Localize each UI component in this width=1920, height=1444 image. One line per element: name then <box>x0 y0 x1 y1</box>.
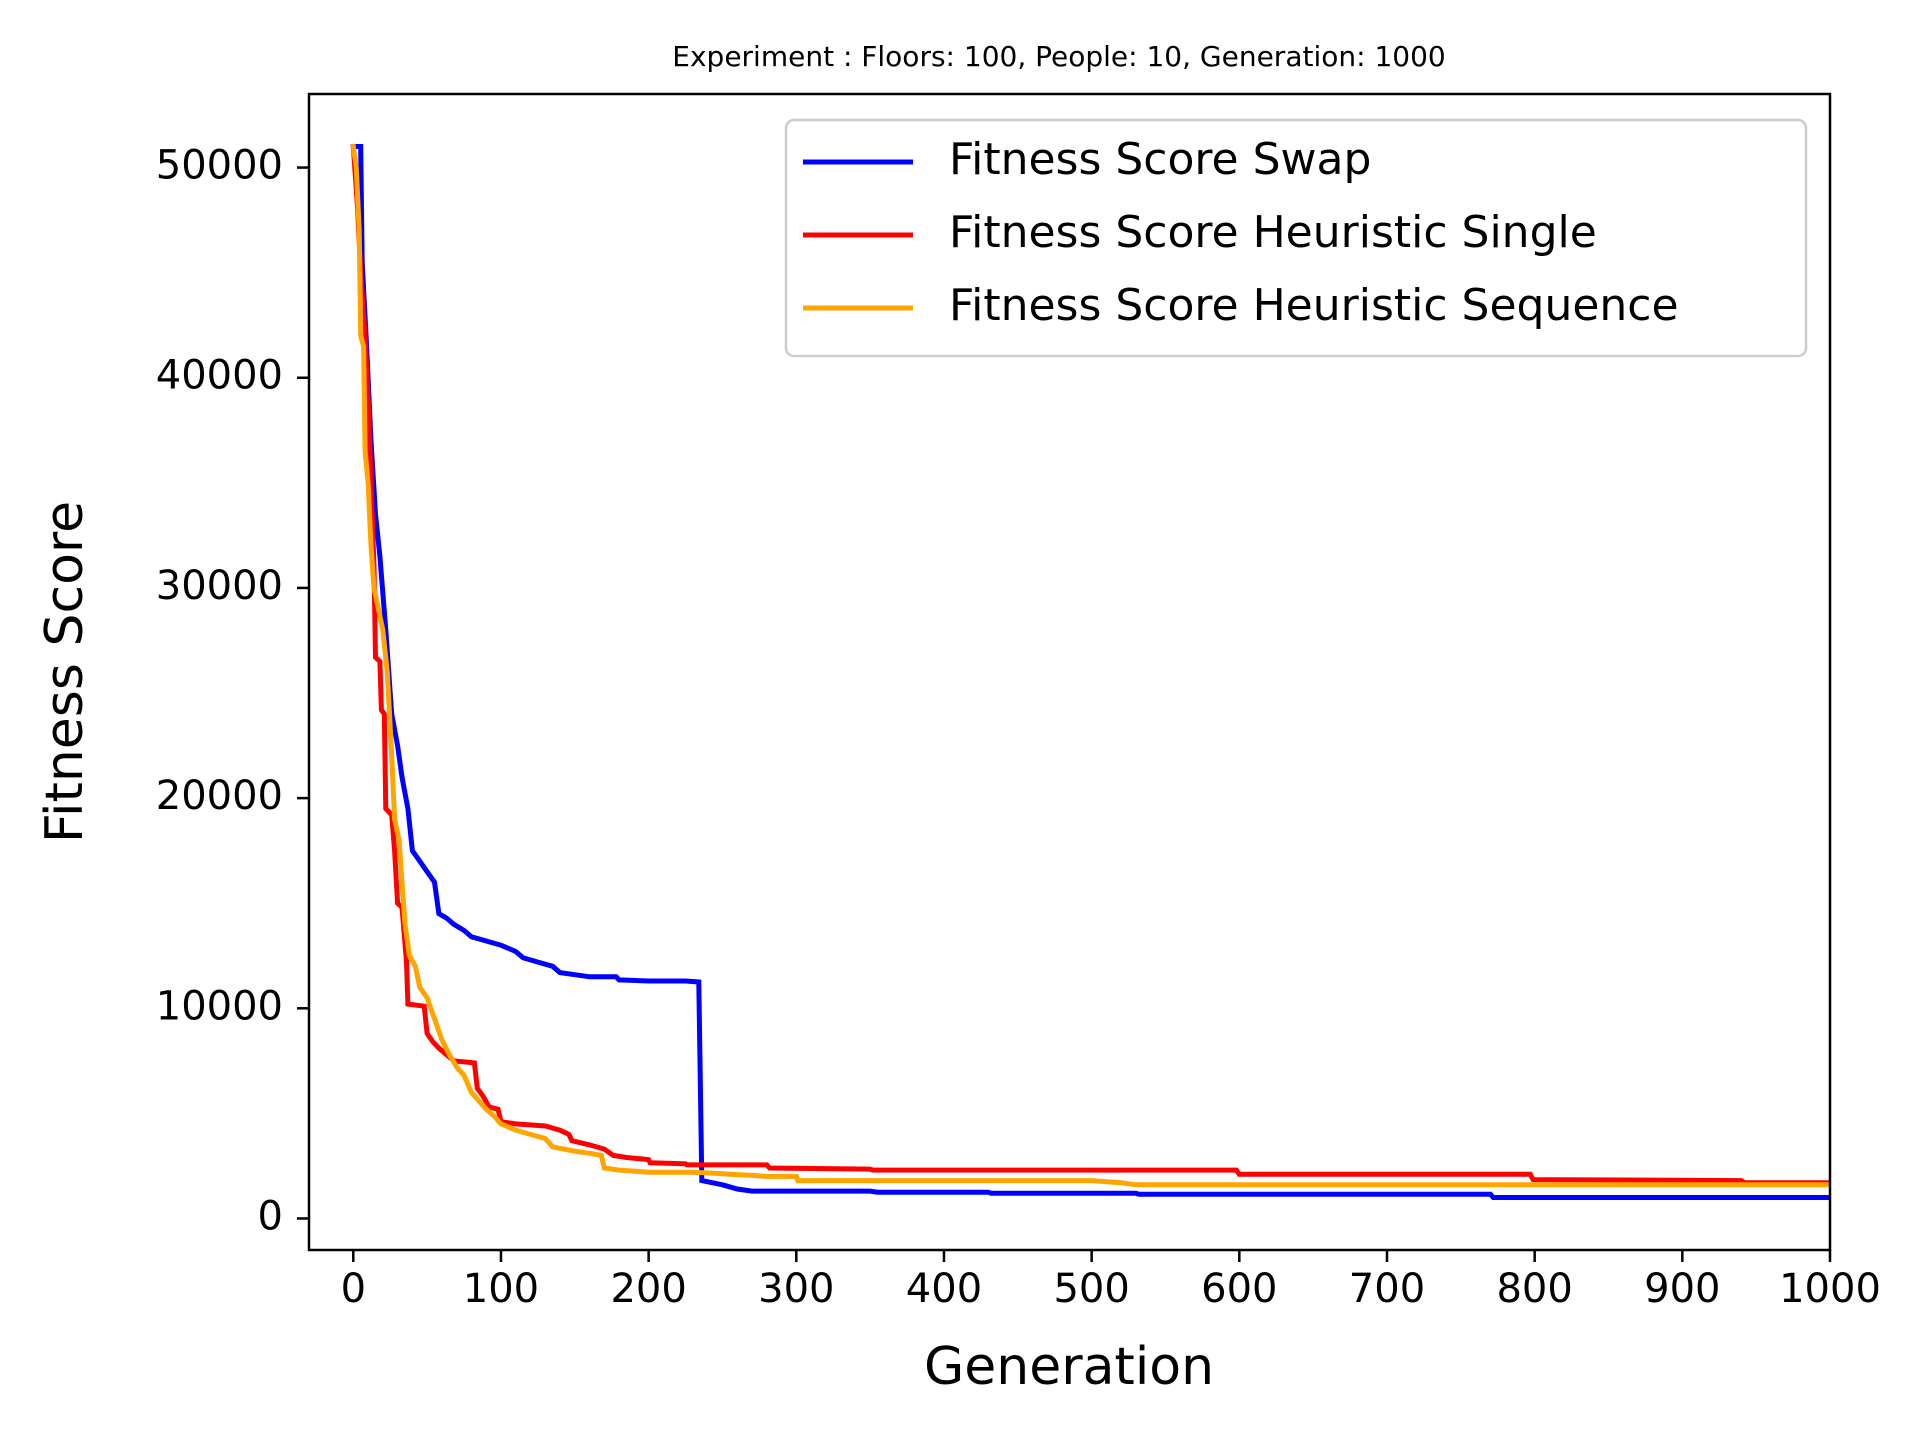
y-tick-label: 30000 <box>156 563 283 609</box>
legend-box <box>784 118 1808 358</box>
y-tick-label: 50000 <box>156 143 283 189</box>
x-tick-label: 600 <box>1201 1266 1277 1312</box>
x-tick-label: 100 <box>463 1266 539 1312</box>
x-axis-label: Generation <box>924 1337 1214 1397</box>
x-tick-label: 400 <box>906 1266 982 1312</box>
x-tick-label: 700 <box>1349 1266 1425 1312</box>
y-axis-label: Fitness Score <box>35 501 95 843</box>
axes-frame <box>307 92 1832 1252</box>
legend-entry-heuristic-sequence: Fitness Score Heuristic Sequence <box>803 280 1679 331</box>
legend-label-heuristic-single: Fitness Score Heuristic Single <box>949 207 1597 258</box>
series-line-heuristic-single <box>350 143 1830 1186</box>
chart-title: Experiment : Floors: 100, People: 10, Ge… <box>672 40 1445 73</box>
axis-ticks: 0 100 200 300 400 500 600 700 800 900 100001000020… <box>156 143 1881 1312</box>
legend-label-heuristic-sequence: Fitness Score Heuristic Sequence <box>949 280 1679 331</box>
x-tick-label: 1000 <box>1779 1266 1881 1312</box>
series-lines <box>350 143 1830 1200</box>
series-line-heuristic-sequence <box>350 143 1830 1188</box>
plot-area <box>350 143 1830 1200</box>
legend-entry-swap: Fitness Score Swap <box>803 134 1371 185</box>
y-tick-label: 20000 <box>156 773 283 819</box>
x-tick-label: 0 <box>341 1266 366 1312</box>
legend: Fitness Score Swap Fitness Score Heurist… <box>784 118 1808 358</box>
legend-label-swap: Fitness Score Swap <box>949 134 1371 185</box>
x-tick-label: 300 <box>758 1266 834 1312</box>
y-tick-label: 40000 <box>156 353 283 399</box>
y-tick-label: 10000 <box>156 983 283 1029</box>
y-tick-label: 0 <box>258 1193 283 1239</box>
x-tick-label: 200 <box>610 1266 686 1312</box>
legend-entry-heuristic-single: Fitness Score Heuristic Single <box>803 207 1597 258</box>
x-tick-label: 900 <box>1644 1266 1720 1312</box>
x-tick-label: 800 <box>1496 1266 1572 1312</box>
x-tick-label: 500 <box>1053 1266 1129 1312</box>
